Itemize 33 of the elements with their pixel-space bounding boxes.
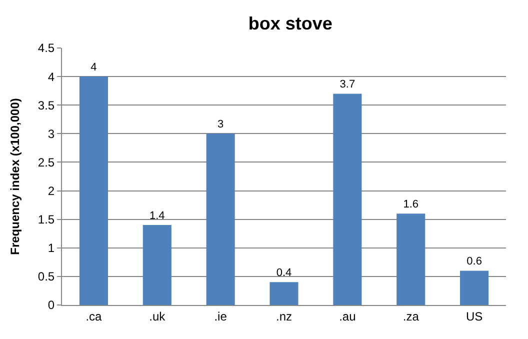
- bar: [396, 214, 426, 305]
- data-label: 1.4: [149, 210, 165, 222]
- data-label: 3.7: [340, 78, 356, 91]
- bar: [460, 270, 489, 305]
- x-tick-label: .ca: [86, 309, 102, 324]
- bar: [79, 76, 108, 305]
- x-tick-label: .uk: [149, 309, 166, 324]
- bar: [270, 282, 298, 305]
- x-tick-label: US: [466, 309, 483, 324]
- bar: [206, 134, 235, 305]
- y-tick-label: 1: [48, 241, 55, 256]
- y-tick-label: 0: [48, 298, 55, 312]
- y-tick-label: 3: [48, 126, 55, 141]
- data-label: 1.6: [403, 198, 419, 211]
- bar: [333, 94, 362, 305]
- y-tick-label: 2: [48, 184, 55, 198]
- x-tick-label: .nz: [276, 309, 292, 324]
- y-tick-label: 1.5: [38, 212, 55, 227]
- x-tick-label: .ie: [214, 309, 228, 324]
- data-label: 0.4: [276, 267, 292, 280]
- data-label: 3: [218, 118, 224, 131]
- bar: [142, 225, 172, 305]
- y-tick-label: 4.5: [38, 41, 55, 56]
- x-tick-label: .za: [402, 309, 420, 324]
- x-tick-label: .au: [339, 309, 356, 324]
- y-axis-title: Frequency index (x100,000): [8, 98, 22, 255]
- data-label: 0.6: [466, 256, 482, 268]
- data-label: 4: [90, 62, 97, 74]
- y-tick-label: 2.5: [38, 155, 55, 170]
- y-tick-label: 0.5: [38, 270, 55, 284]
- chart-title: box stove: [248, 14, 332, 34]
- y-tick-label: 3.5: [38, 98, 55, 112]
- y-tick-label: 4: [48, 70, 55, 84]
